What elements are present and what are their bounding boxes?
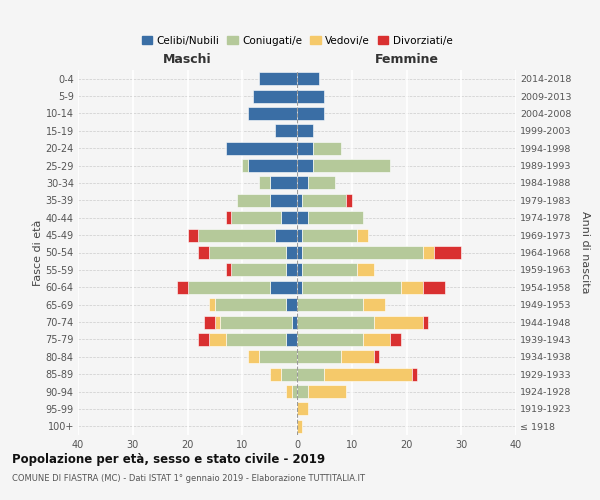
- Bar: [209, 333, 226, 346]
- Bar: [308, 176, 335, 190]
- Legend: Celibi/Nubili, Coniugati/e, Vedovi/e, Divorziati/e: Celibi/Nubili, Coniugati/e, Vedovi/e, Di…: [137, 32, 457, 50]
- Bar: [269, 280, 297, 294]
- Bar: [269, 368, 281, 380]
- Bar: [297, 385, 308, 398]
- Bar: [215, 316, 220, 328]
- Bar: [297, 124, 313, 138]
- Bar: [259, 350, 297, 364]
- Y-axis label: Fasce di età: Fasce di età: [32, 220, 43, 286]
- Bar: [374, 350, 379, 364]
- Bar: [302, 246, 423, 259]
- Bar: [401, 280, 423, 294]
- Bar: [297, 316, 374, 328]
- Bar: [286, 333, 297, 346]
- Bar: [187, 228, 199, 241]
- Bar: [199, 333, 209, 346]
- Bar: [232, 264, 286, 276]
- Bar: [215, 298, 286, 311]
- Bar: [226, 142, 297, 154]
- Bar: [259, 72, 297, 85]
- Bar: [297, 159, 313, 172]
- Bar: [297, 402, 308, 415]
- Bar: [346, 194, 352, 207]
- Bar: [292, 316, 297, 328]
- Bar: [313, 142, 341, 154]
- Bar: [412, 368, 418, 380]
- Bar: [297, 176, 308, 190]
- Bar: [297, 90, 325, 102]
- Bar: [423, 316, 428, 328]
- Bar: [297, 211, 308, 224]
- Bar: [286, 246, 297, 259]
- Bar: [281, 368, 297, 380]
- Bar: [248, 107, 297, 120]
- Bar: [199, 246, 209, 259]
- Bar: [248, 159, 297, 172]
- Bar: [286, 298, 297, 311]
- Bar: [297, 280, 302, 294]
- Bar: [199, 228, 275, 241]
- Bar: [302, 280, 401, 294]
- Bar: [423, 246, 434, 259]
- Bar: [297, 142, 313, 154]
- Bar: [362, 298, 385, 311]
- Bar: [269, 176, 297, 190]
- Bar: [297, 194, 302, 207]
- Bar: [275, 124, 297, 138]
- Bar: [297, 107, 325, 120]
- Bar: [362, 333, 390, 346]
- Bar: [308, 211, 362, 224]
- Bar: [297, 420, 302, 433]
- Y-axis label: Anni di nascita: Anni di nascita: [580, 211, 590, 294]
- Bar: [286, 264, 297, 276]
- Bar: [302, 194, 346, 207]
- Bar: [390, 333, 401, 346]
- Bar: [286, 385, 292, 398]
- Bar: [275, 228, 297, 241]
- Bar: [308, 385, 346, 398]
- Bar: [297, 368, 325, 380]
- Bar: [297, 333, 362, 346]
- Bar: [253, 90, 297, 102]
- Bar: [237, 194, 269, 207]
- Bar: [209, 246, 286, 259]
- Bar: [297, 350, 341, 364]
- Bar: [204, 316, 215, 328]
- Bar: [209, 298, 215, 311]
- Bar: [374, 316, 423, 328]
- Bar: [248, 350, 259, 364]
- Text: Femmine: Femmine: [374, 54, 439, 66]
- Bar: [242, 159, 248, 172]
- Bar: [357, 228, 368, 241]
- Bar: [232, 211, 281, 224]
- Bar: [297, 72, 319, 85]
- Text: Maschi: Maschi: [163, 54, 212, 66]
- Bar: [220, 316, 292, 328]
- Bar: [226, 211, 232, 224]
- Bar: [297, 298, 362, 311]
- Text: COMUNE DI FIASTRA (MC) - Dati ISTAT 1° gennaio 2019 - Elaborazione TUTTITALIA.IT: COMUNE DI FIASTRA (MC) - Dati ISTAT 1° g…: [12, 474, 365, 483]
- Bar: [297, 246, 302, 259]
- Bar: [292, 385, 297, 398]
- Bar: [176, 280, 187, 294]
- Bar: [297, 228, 302, 241]
- Bar: [325, 368, 412, 380]
- Text: Popolazione per età, sesso e stato civile - 2019: Popolazione per età, sesso e stato civil…: [12, 452, 325, 466]
- Bar: [226, 333, 286, 346]
- Bar: [434, 246, 461, 259]
- Bar: [423, 280, 445, 294]
- Bar: [313, 159, 390, 172]
- Bar: [226, 264, 232, 276]
- Bar: [187, 280, 269, 294]
- Bar: [341, 350, 374, 364]
- Bar: [302, 264, 357, 276]
- Bar: [297, 264, 302, 276]
- Bar: [269, 194, 297, 207]
- Bar: [302, 228, 357, 241]
- Bar: [281, 211, 297, 224]
- Bar: [259, 176, 269, 190]
- Bar: [357, 264, 374, 276]
